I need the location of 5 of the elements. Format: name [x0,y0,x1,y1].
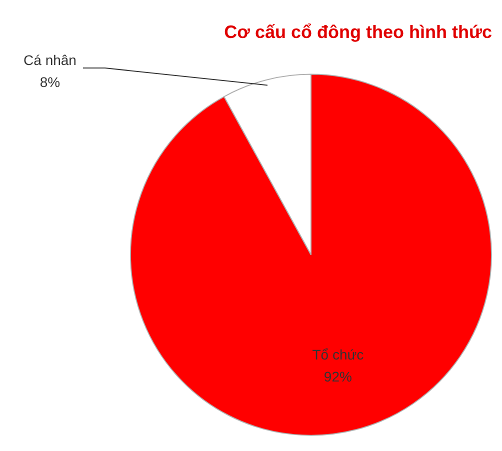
data-label: 92% [324,368,352,385]
data-label: 8% [40,74,60,90]
chart-title: Cơ cấu cổ đông theo hình thức [224,22,492,42]
slice-label: Tổ chức [312,346,364,363]
slice-label: Cá nhân [24,52,76,68]
